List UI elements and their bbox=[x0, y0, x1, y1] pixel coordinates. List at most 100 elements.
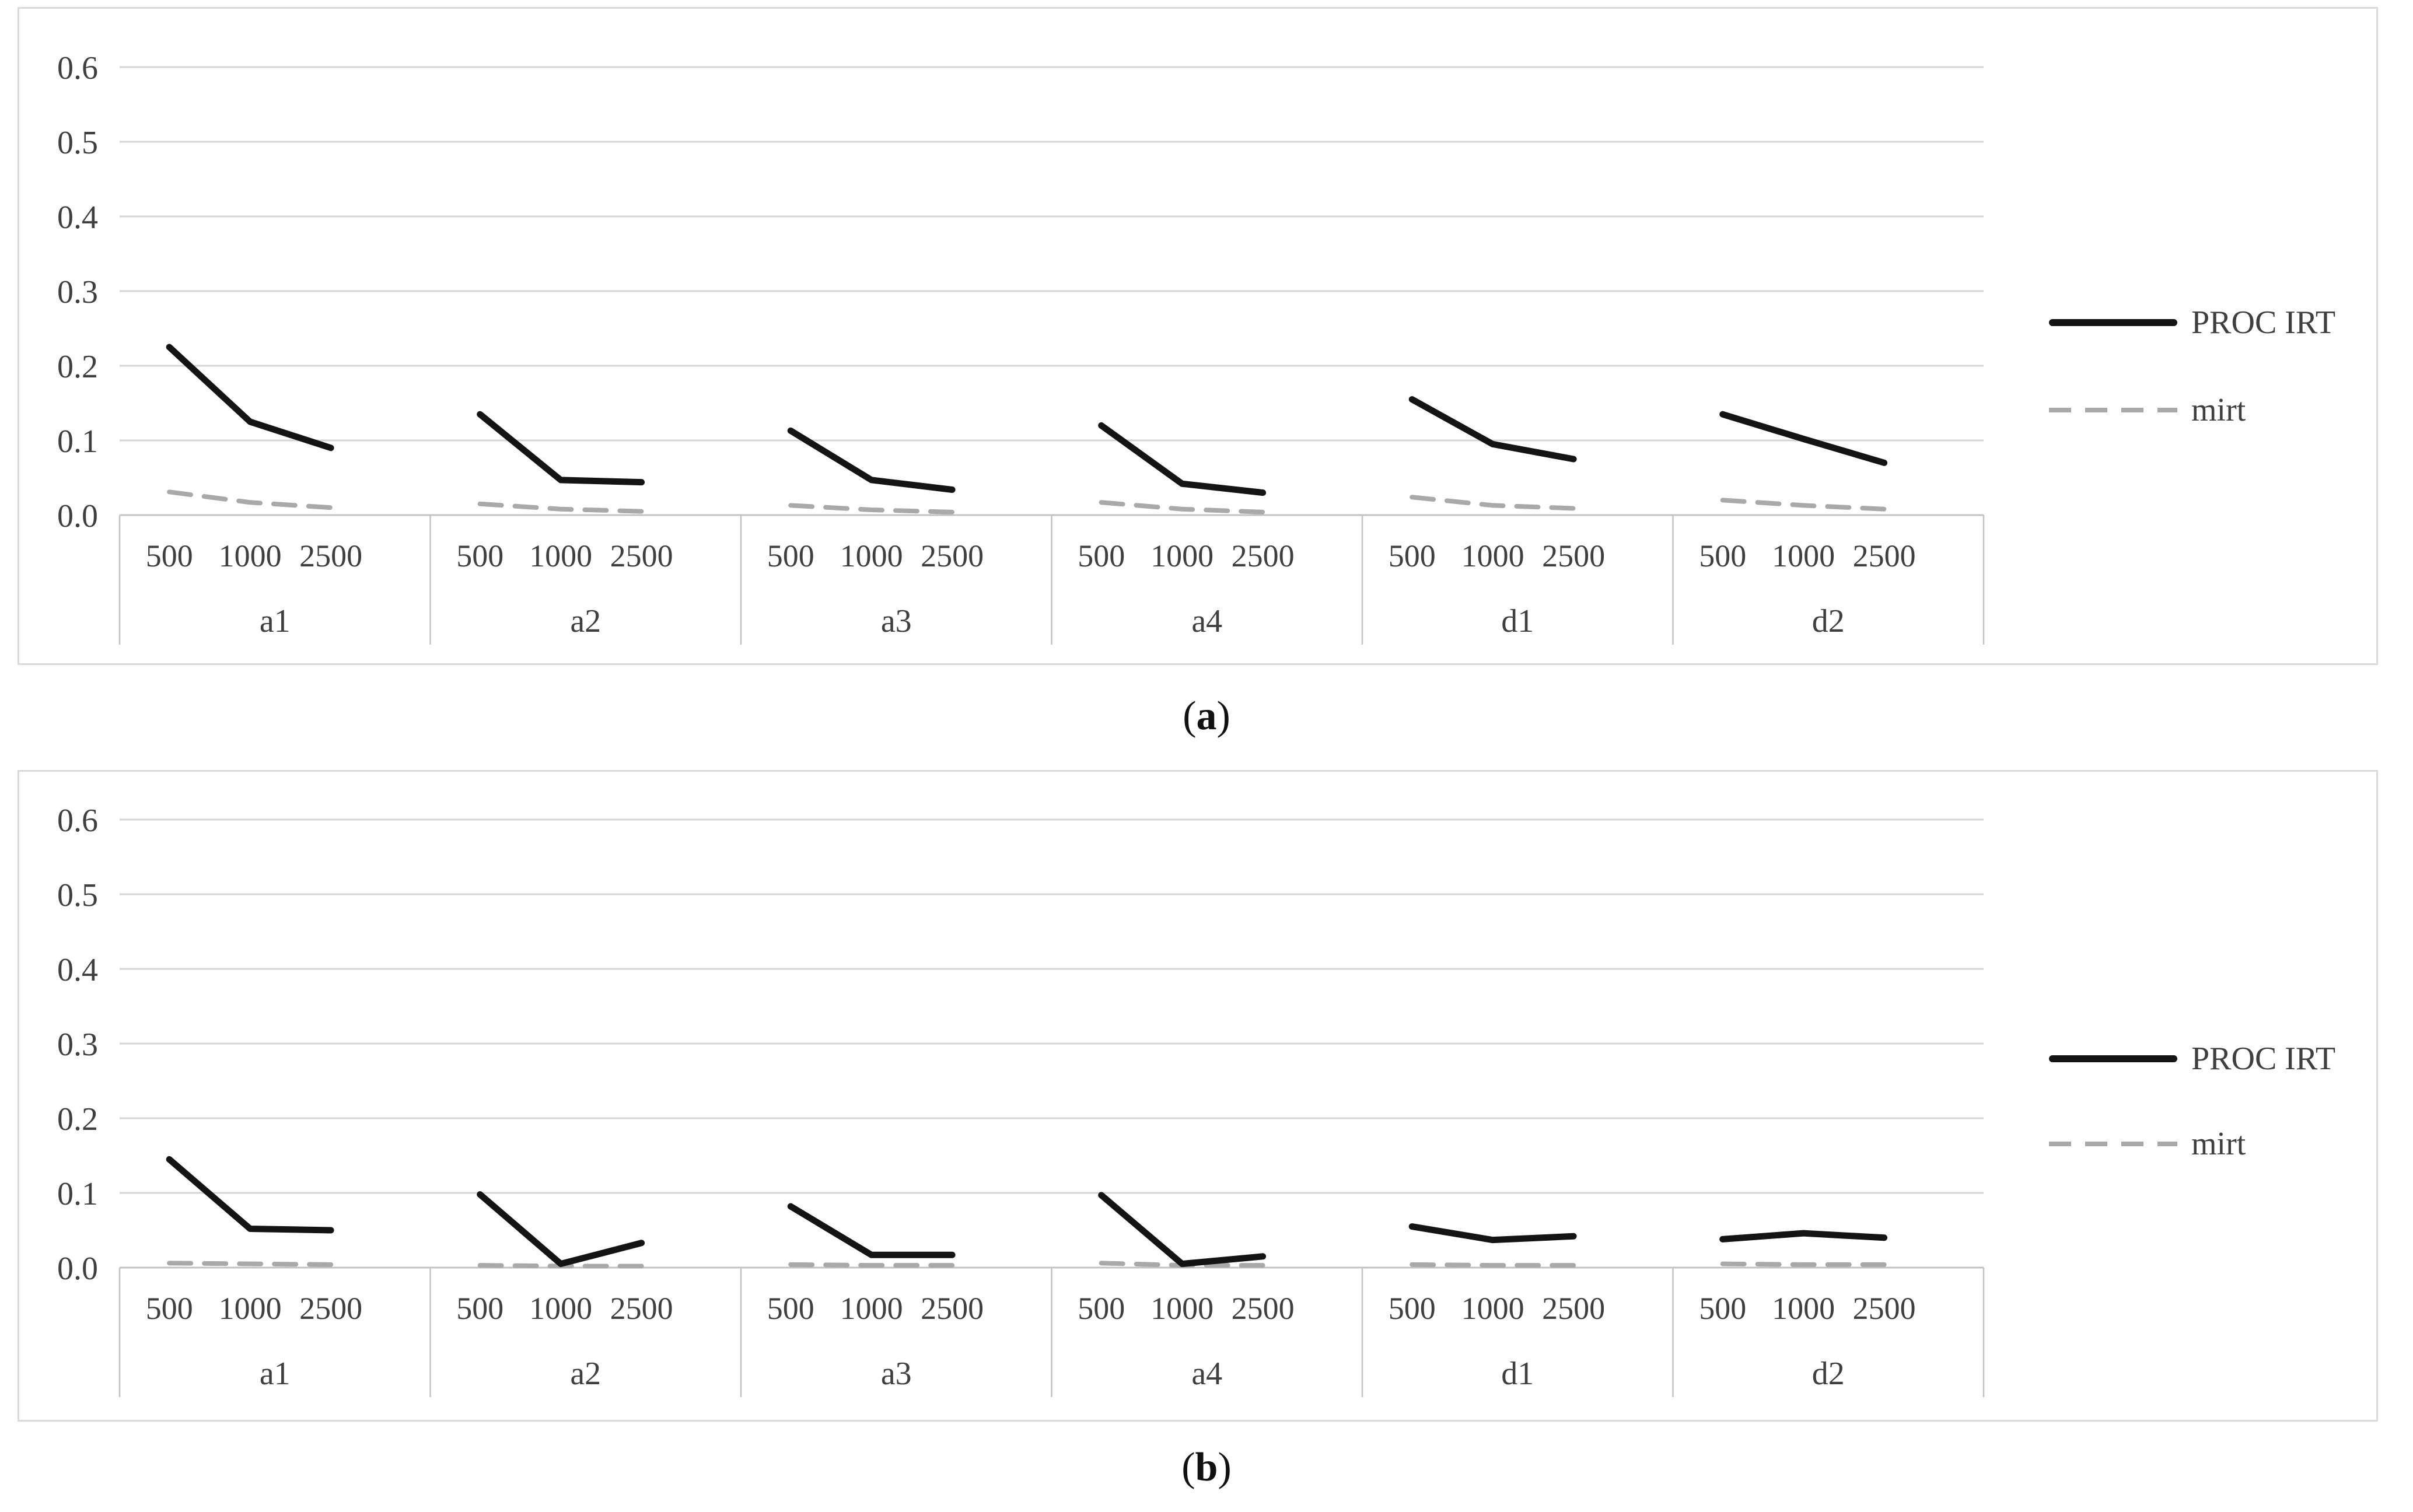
mirt-line-swatch bbox=[2049, 1142, 2177, 1146]
x-tick-label: 500 bbox=[1699, 1291, 1746, 1326]
x-tick-label: 1000 bbox=[1772, 538, 1835, 573]
x-tick-label: 500 bbox=[1078, 1291, 1125, 1326]
series-line-mirt bbox=[1099, 500, 1265, 514]
y-tick-label: 0.3 bbox=[57, 274, 98, 310]
x-tick-label: 2500 bbox=[610, 1291, 673, 1326]
y-tick-label: 0.5 bbox=[57, 877, 98, 914]
group-label: d1 bbox=[1501, 1356, 1534, 1392]
x-tick-label: 2500 bbox=[299, 1291, 362, 1326]
x-tick-label: 500 bbox=[1699, 538, 1746, 573]
x-tick-label: 1000 bbox=[1772, 1291, 1835, 1326]
caption-b-letter: b bbox=[1195, 1445, 1218, 1490]
chart-panel-a bbox=[18, 7, 2378, 665]
x-tick-label: 500 bbox=[1389, 538, 1436, 573]
series-line-mirt bbox=[477, 501, 644, 514]
y-tick-label: 0.6 bbox=[57, 803, 98, 839]
group-label: d2 bbox=[1812, 1356, 1845, 1392]
series-line-proc-irt bbox=[1098, 422, 1267, 496]
x-tick-label: 2500 bbox=[1232, 538, 1295, 573]
y-tick-label: 0.1 bbox=[57, 1176, 98, 1212]
group-label: d2 bbox=[1812, 603, 1845, 639]
series-line-mirt bbox=[1720, 1261, 1887, 1267]
group-label: a2 bbox=[570, 1356, 601, 1392]
x-tick-label: 500 bbox=[767, 1291, 814, 1326]
series-line-mirt bbox=[1410, 495, 1576, 511]
x-tick-label: 500 bbox=[1078, 538, 1125, 573]
legend-label-proc-irt: PROC IRT bbox=[2191, 1041, 2336, 1077]
x-tick-label: 2500 bbox=[1542, 538, 1605, 573]
series-line-proc-irt bbox=[1408, 1223, 1577, 1244]
x-tick-label: 2500 bbox=[921, 1291, 984, 1326]
series-line-proc-irt bbox=[787, 1203, 956, 1258]
series-line-mirt bbox=[788, 503, 955, 514]
group-label: a4 bbox=[1191, 603, 1222, 639]
mirt-line-swatch bbox=[2049, 408, 2177, 412]
x-tick-label: 1000 bbox=[1461, 1291, 1524, 1326]
proc-irt-line-swatch bbox=[2049, 319, 2177, 326]
x-tick-label: 500 bbox=[1389, 1291, 1436, 1326]
y-tick-label: 0.4 bbox=[57, 200, 98, 236]
series-line-proc-irt bbox=[477, 1191, 645, 1268]
y-tick-label: 0.6 bbox=[57, 50, 98, 86]
y-tick-label: 0.0 bbox=[57, 498, 98, 534]
x-tick-label: 1000 bbox=[1461, 538, 1524, 573]
x-tick-label: 500 bbox=[456, 538, 503, 573]
series-line-mirt bbox=[1720, 498, 1887, 512]
series-line-mirt bbox=[167, 1261, 334, 1267]
chart-panel-b bbox=[18, 770, 2378, 1422]
legend-item-proc-irt: PROC IRT bbox=[2049, 1040, 2335, 1077]
x-tick-label: 1000 bbox=[840, 1291, 903, 1326]
series-line-proc-irt bbox=[1719, 411, 1888, 466]
x-tick-label: 1000 bbox=[1150, 1291, 1214, 1326]
x-tick-label: 2500 bbox=[1853, 1291, 1916, 1326]
legend-item-mirt: mirt bbox=[2049, 391, 2246, 429]
x-tick-label: 1000 bbox=[840, 538, 903, 573]
group-label: a1 bbox=[260, 603, 291, 639]
x-tick-label: 2500 bbox=[299, 538, 362, 573]
group-label: a4 bbox=[1191, 1356, 1222, 1392]
legend-label-mirt: mirt bbox=[2191, 392, 2246, 428]
y-tick-label: 0.1 bbox=[57, 424, 98, 460]
x-tick-label: 500 bbox=[456, 1291, 503, 1326]
proc-irt-line-swatch bbox=[2049, 1055, 2177, 1062]
x-tick-label: 1000 bbox=[219, 538, 282, 573]
y-tick-label: 0.0 bbox=[57, 1251, 98, 1287]
x-tick-label: 2500 bbox=[921, 538, 984, 573]
group-label: d1 bbox=[1501, 603, 1534, 639]
legend-label-mirt: mirt bbox=[2191, 1126, 2246, 1162]
series-line-proc-irt bbox=[1098, 1192, 1267, 1268]
series-line-proc-irt bbox=[477, 411, 645, 486]
y-tick-label: 0.2 bbox=[57, 349, 98, 385]
x-tick-label: 1000 bbox=[1150, 538, 1214, 573]
x-tick-label: 1000 bbox=[529, 1291, 592, 1326]
x-tick-label: 500 bbox=[146, 1291, 193, 1326]
series-line-proc-irt bbox=[1719, 1230, 1888, 1242]
group-label: a1 bbox=[260, 1356, 291, 1392]
y-tick-label: 0.3 bbox=[57, 1027, 98, 1063]
series-line-mirt bbox=[167, 489, 334, 510]
legend-item-mirt: mirt bbox=[2049, 1125, 2246, 1163]
x-tick-label: 2500 bbox=[1542, 1291, 1605, 1326]
series-line-proc-irt bbox=[1408, 396, 1577, 463]
group-label: a3 bbox=[881, 1356, 912, 1392]
legend-item-proc-irt: PROC IRT bbox=[2049, 304, 2335, 341]
x-tick-label: 2500 bbox=[1232, 1291, 1295, 1326]
caption-a-letter: a bbox=[1196, 694, 1217, 738]
y-tick-label: 0.5 bbox=[57, 125, 98, 161]
series-line-proc-irt bbox=[166, 1156, 334, 1234]
caption-b: (b) bbox=[1181, 1445, 1232, 1490]
x-tick-label: 500 bbox=[767, 538, 814, 573]
group-label: a2 bbox=[570, 603, 601, 639]
y-tick-label: 0.4 bbox=[57, 952, 98, 988]
caption-a: (a) bbox=[1183, 694, 1230, 738]
legend-label-proc-irt: PROC IRT bbox=[2191, 304, 2336, 341]
x-tick-label: 500 bbox=[146, 538, 193, 573]
series-line-proc-irt bbox=[787, 427, 956, 493]
x-tick-label: 2500 bbox=[610, 538, 673, 573]
series-line-proc-irt bbox=[166, 344, 334, 452]
group-label: a3 bbox=[881, 603, 912, 639]
y-tick-label: 0.2 bbox=[57, 1101, 98, 1138]
x-tick-label: 1000 bbox=[529, 538, 592, 573]
